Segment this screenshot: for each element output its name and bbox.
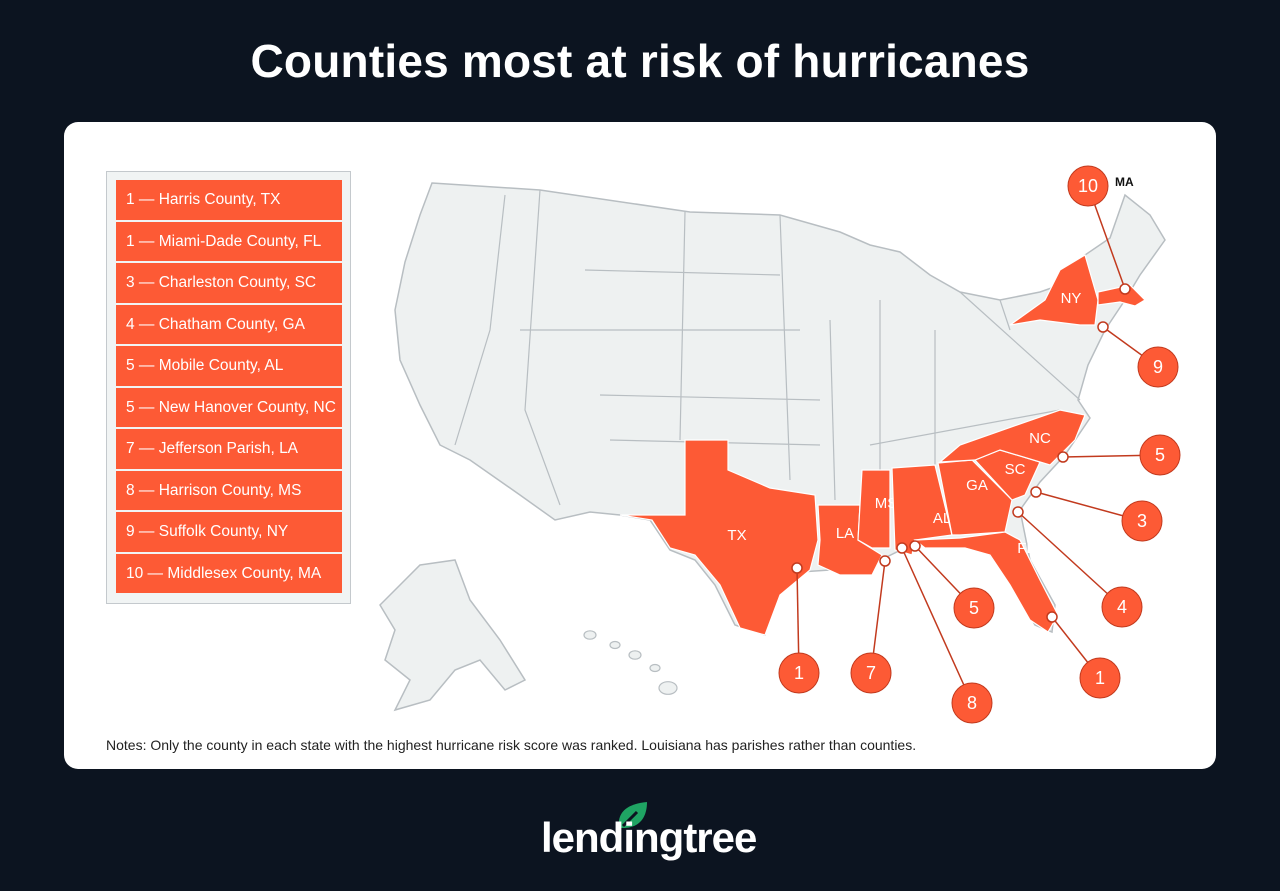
rank-badge <box>1101 586 1143 628</box>
rank-badge-label: 4 <box>1117 597 1127 617</box>
legend-item: 5 — New Hanover County, NC <box>116 387 342 427</box>
rank-badge-label: 10 <box>1078 176 1098 196</box>
rank-badge-label: 8 <box>967 693 977 713</box>
hawaii-island <box>658 681 678 695</box>
legend-item: 8 — Harrison County, MS <box>116 470 342 510</box>
hawaii-island <box>628 650 642 660</box>
county-marker <box>1119 283 1131 295</box>
notes: Notes: Only the county in each state wit… <box>106 737 917 753</box>
hawaii-island <box>609 640 621 650</box>
state-border <box>584 269 781 276</box>
county-marker <box>1012 506 1024 518</box>
state-border <box>869 409 1061 446</box>
state-border <box>829 319 836 501</box>
county-marker <box>1097 321 1109 333</box>
legend-item: 4 — Chatham County, GA <box>116 304 342 344</box>
state-ms <box>857 469 891 549</box>
rank-badge <box>953 587 995 629</box>
county-marker <box>1046 611 1058 623</box>
state-border <box>524 189 561 506</box>
lendingtree-logo: lendingtree <box>541 800 757 861</box>
state-border <box>999 299 1011 331</box>
legend-item: 3 — Charleston County, SC <box>116 263 342 303</box>
page-title: Counties most at risk of hurricanes <box>250 35 1030 87</box>
state-label-nc: NC <box>1029 430 1051 447</box>
county-marker <box>909 540 921 552</box>
state-label-al: AL <box>933 510 951 527</box>
rank-badge <box>778 652 820 694</box>
state-label-la: LA <box>836 525 854 542</box>
ranking-legend: 1 — Harris County, TX 1 — Miami-Dade Coun… <box>106 171 351 604</box>
legend-item: 1 — Miami-Dade County, FL <box>116 221 342 261</box>
leaf-icon <box>618 802 647 828</box>
legend-item: 9 — Suffolk County, NY <box>116 512 342 552</box>
hawaii-island <box>583 630 597 640</box>
state-border <box>679 211 686 441</box>
rank-badge <box>951 682 993 724</box>
county-marker <box>1030 486 1042 498</box>
state-label-ny: NY <box>1061 290 1082 307</box>
rank-badge-label: 1 <box>1095 668 1105 688</box>
rank-badge <box>1067 165 1109 207</box>
state-label-ms: MS <box>875 495 898 512</box>
callout-line <box>901 547 973 704</box>
state-border <box>454 194 506 446</box>
rank-badge <box>1121 500 1163 542</box>
rank-badge-label: 3 <box>1137 511 1147 531</box>
state-label-sc: SC <box>1005 461 1026 478</box>
legend-item: 1 — Harris County, TX <box>116 180 342 220</box>
rank-badge <box>1137 346 1179 388</box>
county-marker <box>1057 451 1069 463</box>
state-ma <box>1097 284 1146 307</box>
legend-item: 7 — Jefferson Parish, LA <box>116 429 342 469</box>
rank-badge <box>1139 434 1181 476</box>
legend-item: 5 — Mobile County, AL <box>116 346 342 386</box>
county-marker <box>896 542 908 554</box>
state-label-fl: FL <box>1017 540 1035 557</box>
hawaii-island <box>649 663 661 673</box>
state-label-tx: TX <box>727 527 746 544</box>
rank-badge-label: 9 <box>1153 357 1163 377</box>
county-marker <box>879 555 891 567</box>
rank-badge-label: 7 <box>866 663 876 683</box>
state-border <box>959 291 1081 401</box>
rank-badge-label: 1 <box>794 663 804 683</box>
rank-badge <box>850 652 892 694</box>
rank-badge-label: 5 <box>969 598 979 618</box>
ma-label: MA <box>1115 175 1134 189</box>
state-tx <box>619 439 819 636</box>
state-border <box>779 214 791 481</box>
state-border <box>599 394 821 401</box>
state-label-ga: GA <box>966 477 988 494</box>
legend-item: 10 — Middlesex County, MA <box>116 553 342 593</box>
rank-badge-label: 5 <box>1155 445 1165 465</box>
logo-text: lendingtree <box>541 814 757 861</box>
county-marker <box>791 562 803 574</box>
alaska <box>379 559 527 712</box>
rank-badge <box>1079 657 1121 699</box>
state-fl <box>913 531 1059 633</box>
callout-line <box>1017 511 1123 608</box>
